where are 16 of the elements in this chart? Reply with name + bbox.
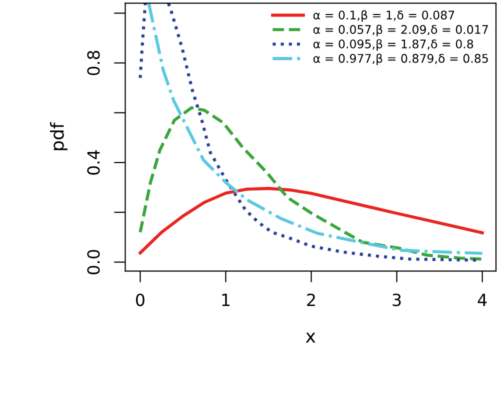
legend-label: α = 0.977,β = 0.879,δ = 0.85: [313, 54, 488, 66]
x-axis-title: x: [306, 332, 316, 343]
y-tick-label: 0.8: [87, 50, 100, 76]
y-tick-label: 0.4: [87, 150, 100, 175]
line-series: [138, 106, 484, 261]
legend-label: α = 0.057,β = 2.09,δ = 0.017: [313, 24, 488, 36]
x-tick-label: 4: [478, 294, 487, 306]
line-series: [138, 186, 484, 254]
x-tick-label: 2: [307, 294, 315, 306]
legend-label: α = 0.1,β = 1,δ = 0.087: [313, 10, 454, 22]
legend-label: α = 0.095,β = 1.87,δ = 0.8: [313, 39, 474, 51]
y-axis-title: pdf: [50, 122, 68, 150]
x-tick-label: 0: [136, 294, 144, 306]
x-tick-label: 3: [392, 294, 401, 306]
x-tick-label: 1: [222, 294, 230, 306]
y-tick-label: 0.0: [87, 250, 100, 274]
